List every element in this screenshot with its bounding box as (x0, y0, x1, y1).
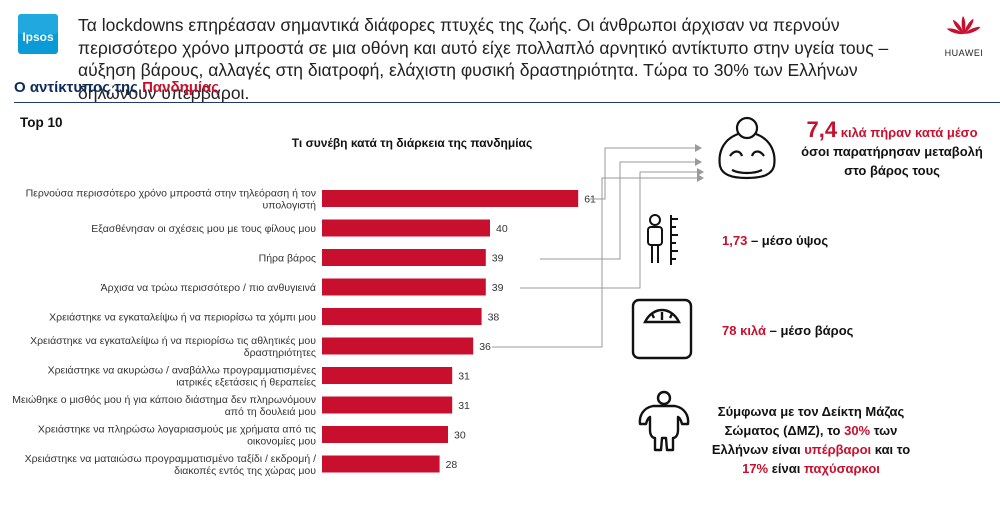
value-label-5: 38 (488, 312, 500, 324)
connector-line-4 (492, 177, 697, 348)
bar-6 (322, 337, 474, 355)
bmi-line-2c: των (870, 423, 898, 438)
height-info: 1,73 – μέσο ύψος (722, 233, 828, 248)
bmi-line-3a: Ελλήνων είναι (711, 442, 805, 457)
value-label-9: 30 (454, 430, 466, 442)
bmi-obese-pct: 17% (742, 461, 769, 476)
person-height-ruler-icon (647, 214, 678, 265)
section-title-prefix: Ο αντίκτυπος της (14, 79, 138, 96)
overweight-body-icon (638, 390, 690, 452)
height-value: 1,73 (722, 233, 748, 248)
category-label-10: Χρειάστηκε να ματαιώσω προγραμματισμένο … (25, 453, 317, 477)
category-label-6: Χρειάστηκε να εγκαταλείψω ή να περιορίσω… (30, 335, 316, 359)
connector-lines (492, 144, 704, 348)
bar-7 (322, 367, 453, 384)
connector-line-2 (540, 161, 695, 260)
bar-3 (322, 249, 486, 266)
category-label-8: Μειώθηκε ο μισθός μου ή για κάποιο διάστ… (12, 394, 316, 418)
value-label-7: 31 (458, 371, 470, 383)
connector-line-1 (590, 147, 695, 200)
section-title: Ο αντίκτυπος της Πανδημίας (14, 79, 219, 96)
section-title-highlight: Πανδημίας (142, 79, 220, 96)
bar-5 (322, 308, 482, 325)
category-label-7: Χρειάστηκε να ακυρώσω / αναβάλλω προγραμ… (48, 365, 316, 389)
arrow-head-3 (697, 168, 704, 176)
bmi-info: Σύμφωνα με τον Δείκτη Μάζας Σώματος (ΔΜΖ… (706, 402, 916, 478)
weight-gain-info: 7,4 κιλά πήραν κατά μέσο όσοι παρατήρησα… (792, 117, 992, 180)
height-label: – μέσο ύψος (750, 233, 829, 248)
value-label-8: 31 (458, 400, 470, 412)
weight-gain-text-1: κιλά πήραν κατά μέσο (840, 125, 978, 140)
weight-gain-text-2: όσοι παρατήρησαν μεταβολή (801, 144, 983, 159)
top10-label: Top 10 (20, 115, 63, 130)
bar-9 (322, 426, 448, 443)
arrow-head-2 (695, 158, 702, 166)
bathroom-scale-icon (631, 298, 693, 360)
huawei-logo: HUAWEI (945, 16, 984, 58)
bar-10 (322, 455, 440, 473)
overweight-person-icon (718, 116, 776, 180)
category-label-1: Περνούσα περισσότερο χρόνο μπροστά στην … (26, 188, 317, 212)
bar-4 (322, 278, 486, 296)
weight-gain-value: 7,4 (806, 117, 838, 142)
value-label-6: 36 (479, 341, 491, 353)
bmi-line-1: Σύμφωνα με τον Δείκτη Μάζας (717, 404, 905, 419)
category-label-4: Άρχισα να τρώω περισσότερο / πιο ανθυγιε… (101, 282, 316, 294)
ipsos-logo: Ipsos (18, 14, 58, 54)
category-label-2: Εξασθένησαν οι σχέσεις μου με τους φίλου… (91, 223, 316, 235)
bmi-overweight-pct: 30% (844, 423, 871, 438)
headline: Τα lockdowns επηρέασαν σημαντικά διάφορε… (78, 15, 889, 103)
bar-1 (322, 190, 579, 207)
category-label-9: Χρειάστηκε να πληρώσω λογαριασμούς με χρ… (38, 424, 316, 448)
value-label-4: 39 (492, 282, 504, 294)
arrow-head-1 (695, 144, 702, 152)
weight-value: 78 κιλά (722, 323, 766, 338)
bmi-overweight-word: υπέρβαροι (804, 442, 872, 457)
bmi-line-4b: είναι (768, 461, 804, 476)
chart-title: Τι συνέβη κατά τη διάρκεια της πανδημίας (292, 136, 532, 150)
value-label-10: 28 (446, 459, 458, 471)
connector-line-3 (520, 171, 697, 289)
bmi-line-2a: Σώματος (ΔΜΖ), το (724, 423, 845, 438)
bar-2 (322, 219, 490, 237)
bar-8 (322, 396, 453, 414)
weight-label: – μέσο βάρος (769, 323, 854, 338)
category-label-3: Πήρα βάρος (259, 253, 316, 265)
bmi-line-3c: και το (871, 442, 911, 457)
value-label-2: 40 (496, 223, 508, 235)
value-label-3: 39 (492, 253, 504, 265)
ipsos-logo-text: Ipsos (22, 30, 54, 44)
weight-info: 78 κιλά – μέσο βάρος (722, 323, 853, 338)
weight-gain-text-3: στο βάρος τους (844, 163, 940, 178)
bmi-obese-word: παχύσαρκοι (803, 461, 880, 476)
huawei-logo-text: HUAWEI (945, 48, 984, 58)
arrow-head-4 (697, 174, 704, 182)
category-label-5: Χρειάστηκε να εγκαταλείψω ή να περιορίσω… (49, 312, 316, 324)
title-divider (14, 102, 1000, 103)
